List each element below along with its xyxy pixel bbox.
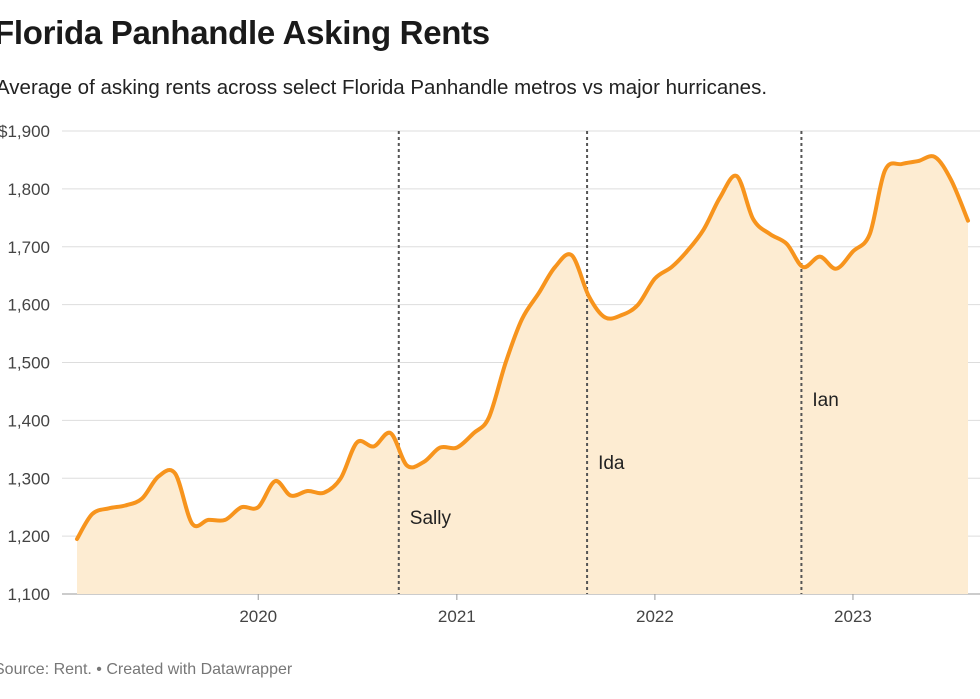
chart-subtitle: Average of asking rents across select Fl… <box>0 76 768 99</box>
y-tick-label: 1,400 <box>7 411 50 430</box>
y-tick-label: 1,200 <box>7 527 50 546</box>
y-tick-label: 1,500 <box>7 354 50 373</box>
x-axis-ticks: 2020 2021 2022 2023 <box>239 594 872 626</box>
y-axis-ticks: 1,100 1,200 1,300 1,400 1,500 1,600 1,700 1,800… <box>0 122 50 604</box>
x-tick-label: 2021 <box>438 607 476 626</box>
x-tick-label: 2023 <box>834 607 872 626</box>
x-tick-label: 2020 <box>239 607 277 626</box>
x-tick-label: 2022 <box>636 607 674 626</box>
hurricane-label: Sally <box>410 508 452 529</box>
chart-title: Florida Panhandle Asking Rents <box>0 14 490 51</box>
y-tick-label: $1,900 <box>0 122 50 141</box>
rent-line <box>75 154 970 541</box>
rent-area <box>77 156 968 594</box>
y-tick-label: 1,100 <box>7 585 50 604</box>
y-tick-label: 1,300 <box>7 469 50 488</box>
y-tick-label: 1,800 <box>7 180 50 199</box>
hurricane-markers: Sally Ida Ian <box>397 131 839 594</box>
hurricane-label: Ida <box>598 453 625 474</box>
chart-footer: Source: Rent. • Created with Datawrapper <box>0 661 293 678</box>
hurricane-label: Ian <box>812 390 838 411</box>
y-tick-label: 1,600 <box>7 296 50 315</box>
y-tick-label: 1,700 <box>7 238 50 257</box>
